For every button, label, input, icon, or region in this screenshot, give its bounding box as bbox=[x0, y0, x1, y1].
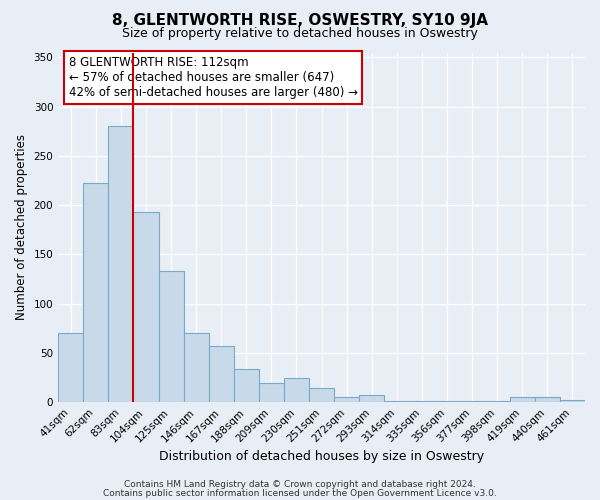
Bar bbox=[510, 398, 535, 402]
Y-axis label: Number of detached properties: Number of detached properties bbox=[15, 134, 28, 320]
Bar bbox=[460, 401, 485, 402]
Text: Size of property relative to detached houses in Oswestry: Size of property relative to detached ho… bbox=[122, 28, 478, 40]
Text: Contains public sector information licensed under the Open Government Licence v3: Contains public sector information licen… bbox=[103, 488, 497, 498]
Bar bbox=[284, 378, 309, 402]
Bar bbox=[234, 368, 259, 402]
Bar bbox=[309, 388, 334, 402]
Bar bbox=[560, 400, 585, 402]
Bar bbox=[485, 401, 510, 402]
Text: 8, GLENTWORTH RISE, OSWESTRY, SY10 9JA: 8, GLENTWORTH RISE, OSWESTRY, SY10 9JA bbox=[112, 12, 488, 28]
Bar bbox=[133, 212, 158, 402]
Text: 8 GLENTWORTH RISE: 112sqm
← 57% of detached houses are smaller (647)
42% of semi: 8 GLENTWORTH RISE: 112sqm ← 57% of detac… bbox=[69, 56, 358, 99]
Text: Contains HM Land Registry data © Crown copyright and database right 2024.: Contains HM Land Registry data © Crown c… bbox=[124, 480, 476, 489]
Bar bbox=[434, 401, 460, 402]
Bar bbox=[334, 398, 359, 402]
Bar bbox=[109, 126, 133, 402]
Bar bbox=[535, 398, 560, 402]
Bar bbox=[58, 334, 83, 402]
Bar bbox=[209, 346, 234, 402]
Bar bbox=[359, 396, 385, 402]
Bar bbox=[259, 382, 284, 402]
Bar bbox=[385, 401, 409, 402]
Bar bbox=[83, 182, 109, 402]
X-axis label: Distribution of detached houses by size in Oswestry: Distribution of detached houses by size … bbox=[159, 450, 484, 462]
Bar bbox=[184, 334, 209, 402]
Bar bbox=[158, 271, 184, 402]
Bar bbox=[409, 401, 434, 402]
